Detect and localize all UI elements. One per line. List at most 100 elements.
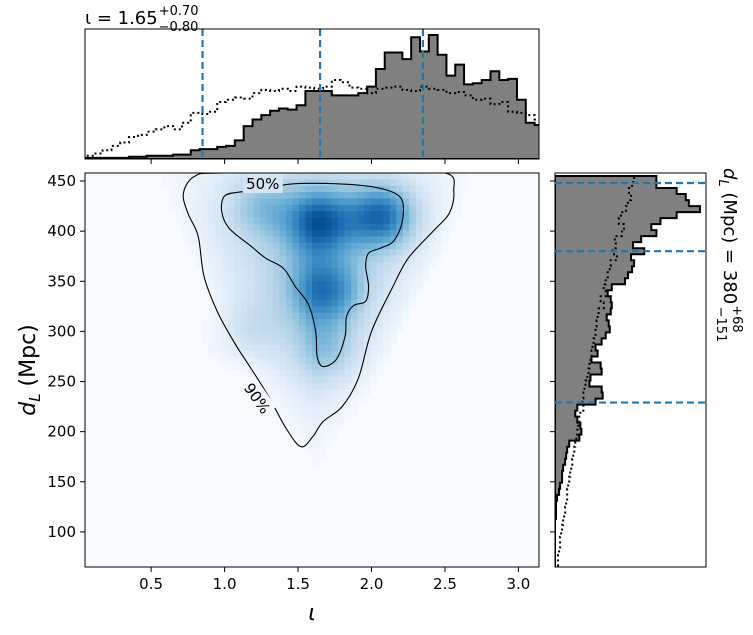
heatmap-cell xyxy=(409,274,417,282)
heatmap-cell xyxy=(376,223,384,231)
heatmap-cell xyxy=(370,319,378,327)
heatmap-cell xyxy=(312,427,320,435)
heatmap-cell xyxy=(253,350,261,358)
heatmap-cell xyxy=(318,185,326,193)
heatmap-cell xyxy=(448,223,456,231)
heatmap-cell xyxy=(286,185,294,193)
heatmap-cell xyxy=(363,300,371,308)
heatmap-cell xyxy=(331,211,339,219)
heatmap-cell xyxy=(175,173,183,180)
heatmap-cell xyxy=(370,192,378,200)
heatmap-cell xyxy=(227,204,235,212)
heatmap-cell xyxy=(299,401,307,409)
heatmap-cell xyxy=(331,281,339,288)
heatmap-cell xyxy=(402,287,410,295)
heatmap-cell xyxy=(234,217,242,225)
heatmap-cell xyxy=(273,204,281,212)
heatmap-cell xyxy=(331,395,339,403)
x-tick-label: 0.5 xyxy=(139,575,163,593)
heatmap-cell xyxy=(402,281,410,288)
heatmap-cell xyxy=(363,249,371,257)
heatmap-cell xyxy=(318,192,326,200)
heatmap-cell xyxy=(292,414,300,422)
heatmap-cell xyxy=(435,173,443,180)
heatmap-cell xyxy=(208,350,216,358)
heatmap-cell xyxy=(221,223,229,231)
heatmap-cell xyxy=(234,274,242,282)
heatmap-cell xyxy=(324,179,333,187)
heatmap-cell xyxy=(201,185,209,193)
heatmap-cell xyxy=(201,325,209,333)
heatmap-cell xyxy=(279,204,287,212)
heatmap-cell xyxy=(363,350,371,358)
heatmap-cell xyxy=(260,204,268,212)
heatmap-cell xyxy=(221,331,229,339)
heatmap-cell xyxy=(253,217,261,225)
heatmap-cell xyxy=(363,192,371,200)
heatmap-cell xyxy=(227,261,235,269)
heatmap-cell xyxy=(234,230,242,238)
heatmap-cell xyxy=(370,198,378,206)
x-tick-label: 2.0 xyxy=(360,575,384,593)
heatmap-cell xyxy=(195,192,203,200)
heatmap-cell xyxy=(286,389,294,397)
heatmap-cell xyxy=(299,217,307,225)
heatmap-cell xyxy=(318,236,326,244)
heatmap-cell xyxy=(312,408,320,416)
heatmap-cell xyxy=(201,198,209,206)
heatmap-cell xyxy=(312,446,320,454)
top-marginal-frame xyxy=(84,28,540,160)
heatmap-cell xyxy=(441,230,449,238)
heatmap-cell xyxy=(312,433,320,441)
heatmap-cell xyxy=(266,287,274,295)
right-marginal-histograms xyxy=(555,175,701,567)
heatmap-cell xyxy=(299,389,307,397)
heatmap-cell xyxy=(357,306,365,314)
heatmap-cell xyxy=(260,363,268,371)
heatmap-cell xyxy=(240,236,248,244)
heatmap-cell xyxy=(299,344,307,352)
heatmap-cell xyxy=(273,319,281,327)
heatmap-cell xyxy=(247,338,255,346)
heatmap-cell xyxy=(357,281,365,288)
heatmap-cell xyxy=(383,312,391,320)
heatmap-cell xyxy=(409,236,417,244)
heatmap-cell xyxy=(253,198,261,206)
heatmap-cell xyxy=(363,338,371,346)
heatmap-cell xyxy=(331,401,339,409)
heatmap-cell xyxy=(363,357,371,365)
heatmap-cell xyxy=(312,350,320,358)
heatmap-cell xyxy=(376,173,384,180)
heatmap-cell xyxy=(344,370,352,377)
heatmap-cell xyxy=(195,217,203,225)
heatmap-cell xyxy=(350,293,358,301)
heatmap-cell xyxy=(422,255,430,263)
heatmap-cell xyxy=(175,211,183,219)
heatmap-cell xyxy=(286,249,294,257)
heatmap-cell xyxy=(324,389,333,397)
heatmap-cell xyxy=(305,198,313,206)
heatmap-cell xyxy=(279,242,287,250)
heatmap-cell xyxy=(214,344,222,352)
heatmap-cell xyxy=(240,338,248,346)
heatmap-cell xyxy=(383,287,391,295)
heatmap-cell xyxy=(299,439,307,447)
heatmap-cell xyxy=(402,192,410,200)
heatmap-cell xyxy=(454,185,462,193)
heatmap-cell xyxy=(318,427,326,435)
heatmap-cell xyxy=(428,204,436,212)
heatmap-cell xyxy=(409,223,417,231)
heatmap-cell xyxy=(305,230,313,238)
heatmap-cell xyxy=(448,198,456,206)
heatmap-cell xyxy=(240,350,248,358)
heatmap-cell xyxy=(454,211,462,219)
heatmap-cell xyxy=(435,198,443,206)
heatmap-cell xyxy=(175,179,183,187)
heatmap-cell xyxy=(221,249,229,257)
heatmap-cell xyxy=(318,357,326,365)
contour-label-50-bg xyxy=(242,173,283,194)
heatmap-cell xyxy=(266,249,274,257)
heatmap-cell xyxy=(357,173,365,180)
heatmap-cell xyxy=(331,325,339,333)
heatmap-cell xyxy=(318,420,326,428)
